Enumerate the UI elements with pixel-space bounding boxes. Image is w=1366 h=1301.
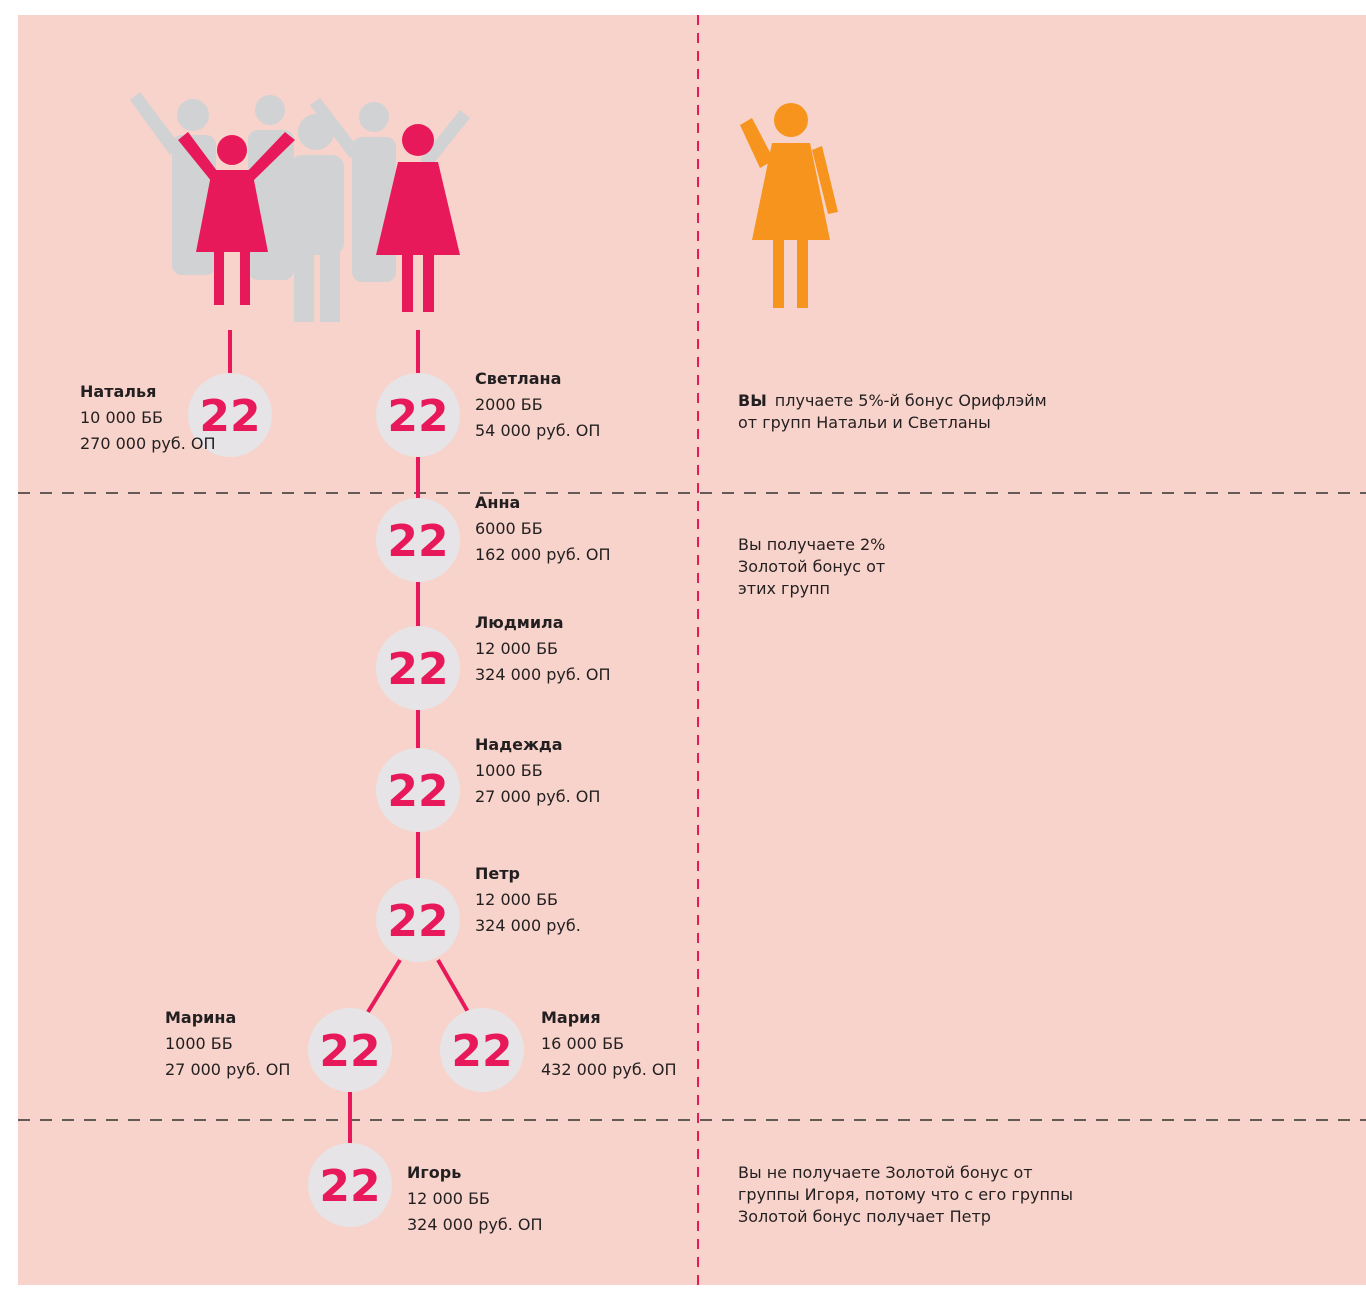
note-line: этих групп	[738, 579, 830, 598]
note-line: Золотой бонус получает Петр	[738, 1207, 991, 1226]
note-line: Вы получаете 2%	[738, 535, 885, 554]
node-op: 162 000 руб. ОП	[475, 545, 611, 564]
node-name: Людмила	[475, 613, 564, 632]
node-name: Марина	[165, 1008, 236, 1027]
node-number: 22	[319, 1026, 380, 1077]
node-bb: 16 000 ББ	[541, 1034, 624, 1053]
note-line: Золотой бонус от	[738, 557, 885, 576]
node-number: 22	[387, 766, 448, 817]
note-line: от групп Натальи и Светланы	[738, 413, 991, 432]
node-op: 432 000 руб. ОП	[541, 1060, 677, 1079]
node-bb: 12 000 ББ	[407, 1189, 490, 1208]
you-icon	[740, 103, 838, 308]
node-bb: 12 000 ББ	[475, 890, 558, 909]
note-line: Вы не получаете Золотой бонус от	[738, 1163, 1033, 1182]
node-bb: 10 000 ББ	[80, 408, 163, 427]
node-circle	[308, 1008, 392, 1092]
node-number: 22	[451, 1026, 512, 1077]
node-circle	[376, 373, 460, 457]
node-circle	[308, 1143, 392, 1227]
node-bb: 1000 ББ	[475, 761, 543, 780]
node-op: 27 000 руб. ОП	[165, 1060, 290, 1079]
node-circle	[376, 498, 460, 582]
node-bb: 1000 ББ	[165, 1034, 233, 1053]
node-number: 22	[387, 516, 448, 567]
note-text: плучаете 5%-й бонус Орифлэйм	[775, 391, 1047, 410]
node-number: 22	[387, 896, 448, 947]
node-op: 324 000 руб. ОП	[475, 665, 611, 684]
node-circle	[376, 748, 460, 832]
node-op: 324 000 руб. ОП	[407, 1215, 543, 1234]
note-line: группы Игоря, потому что с его группы	[738, 1185, 1073, 1204]
note-line: ВЫ плучаете 5%-й бонус Орифлэйм	[738, 391, 1047, 410]
node-bb: 2000 ББ	[475, 395, 543, 414]
node-op: 54 000 руб. ОП	[475, 421, 600, 440]
node-circle	[376, 626, 460, 710]
note-bold: ВЫ	[738, 391, 767, 410]
node-number: 22	[387, 644, 448, 695]
node-name: Анна	[475, 493, 520, 512]
node-number: 22	[387, 391, 448, 442]
node-op: 324 000 руб.	[475, 916, 581, 935]
node-name: Светлана	[475, 369, 561, 388]
node-circle	[440, 1008, 524, 1092]
node-op: 27 000 руб. ОП	[475, 787, 600, 806]
node-bb: 6000 ББ	[475, 519, 543, 538]
node-name: Петр	[475, 864, 520, 883]
node-name: Надежда	[475, 735, 563, 754]
separators	[18, 492, 1366, 1121]
node-name: Наталья	[80, 382, 156, 401]
node-circle	[376, 878, 460, 962]
node-op: 270 000 руб. ОП	[80, 434, 216, 453]
node-circle	[188, 373, 272, 457]
woman-icon	[178, 124, 460, 312]
node-bb: 12 000 ББ	[475, 639, 558, 658]
node-name: Игорь	[407, 1163, 461, 1182]
node-number: 22	[319, 1161, 380, 1212]
node-number: 22	[199, 391, 260, 442]
node-name: Мария	[541, 1008, 601, 1027]
